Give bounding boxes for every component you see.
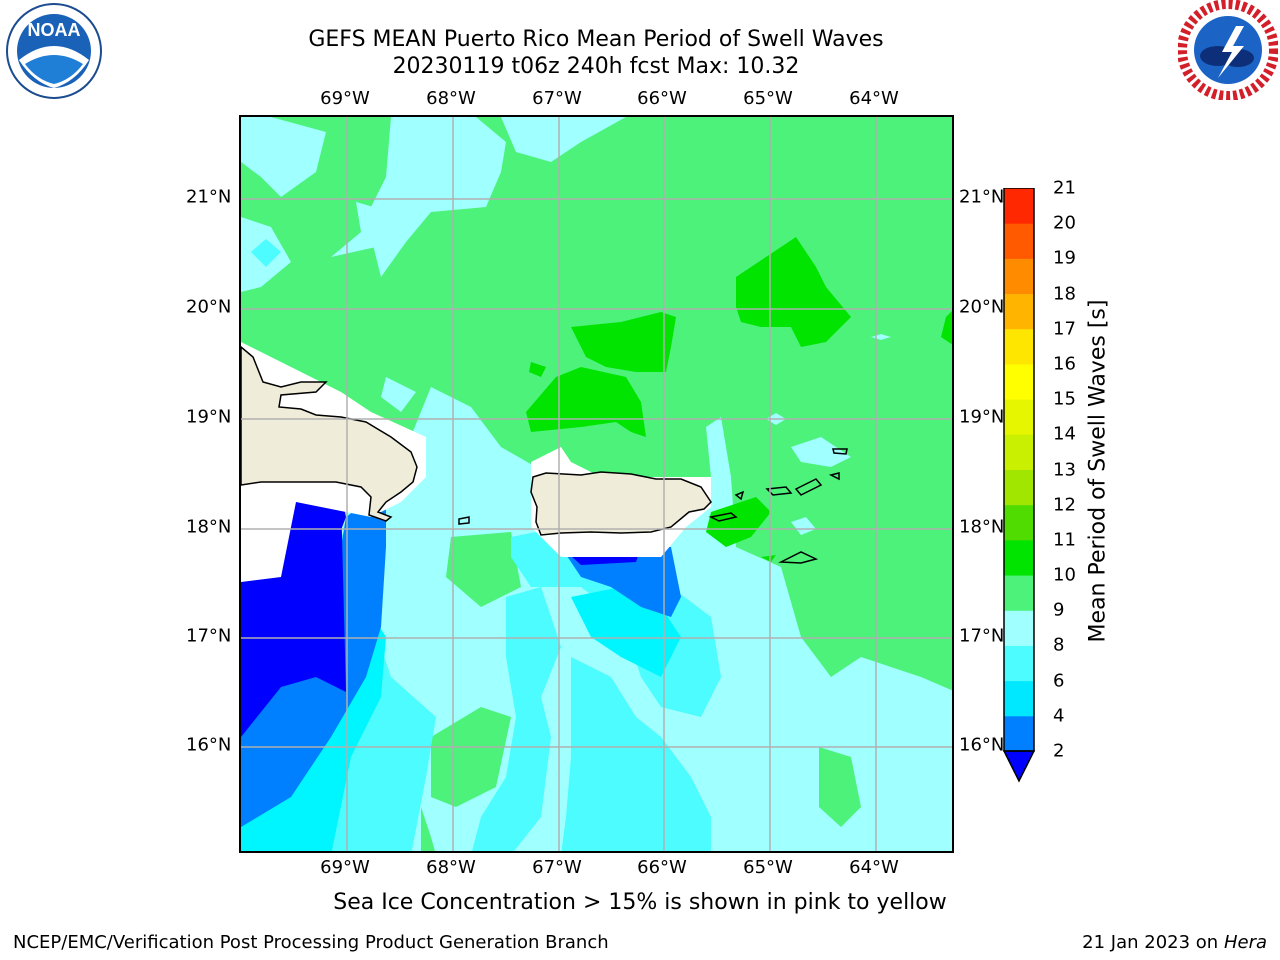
map-canvas [241, 117, 952, 851]
colorbar-tick-label: 11 [1053, 529, 1076, 551]
lat-label-right: 18°N [959, 516, 1005, 538]
colorbar-bin [1004, 434, 1034, 470]
noaa-logo-text: NOAA [28, 20, 81, 40]
colorbar-bin [1004, 293, 1034, 330]
lat-label-right: 20°N [959, 296, 1005, 318]
colorbar-tick-label: 4 [1053, 705, 1065, 727]
lat-label-right: 17°N [959, 625, 1005, 647]
colorbar-tick-label: 15 [1053, 388, 1076, 410]
colorbar-tick-label: 13 [1053, 459, 1076, 480]
footer-credit: NCEP/EMC/Verification Post Processing Pr… [13, 932, 609, 953]
colorbar-bin [1004, 469, 1034, 506]
colorbar-tick-label: 8 [1053, 634, 1065, 656]
lat-label-right: 21°N [959, 186, 1005, 208]
colorbar-tick-label: 6 [1053, 670, 1065, 692]
lon-label-bottom: 66°W [637, 857, 687, 878]
lat-label-right: 16°N [959, 734, 1005, 756]
colorbar-bin [1004, 645, 1034, 682]
lat-label-right: 19°N [959, 406, 1005, 428]
map-gridlines [241, 117, 952, 851]
colorbar-bin [1004, 680, 1034, 717]
colorbar-tick-label: 9 [1053, 599, 1065, 621]
map-title: GEFS MEAN Puerto Rico Mean Period of Swe… [308, 27, 884, 52]
colorbar-bin [1004, 539, 1034, 576]
lon-label-top: 66°W [637, 88, 687, 109]
colorbar-bin [1004, 504, 1034, 541]
noaa-logo: NOAA [5, 2, 103, 100]
footer-date-text: 21 Jan 2023 on [1082, 932, 1219, 953]
map-panel[interactable] [239, 115, 954, 853]
lat-label-left: 21°N [186, 186, 232, 208]
colorbar-tick-label: 18 [1053, 283, 1076, 305]
lon-label-top: 69°W [320, 88, 370, 109]
lon-label-bottom: 64°W [849, 857, 899, 878]
colorbar-bin [1004, 328, 1034, 365]
lat-label-left: 16°N [186, 734, 232, 756]
colorbar-under-triangle [1002, 750, 1036, 783]
colorbar-tick-label: 19 [1053, 247, 1076, 269]
lon-label-top: 67°W [532, 88, 582, 109]
colorbar-tick-label: 2 [1053, 740, 1065, 762]
colorbar-bin [1004, 399, 1034, 435]
lon-label-bottom: 65°W [743, 857, 793, 878]
lat-label-left: 18°N [186, 516, 232, 538]
colorbar-bin [1004, 363, 1034, 400]
colorbar-tick-label: 14 [1053, 423, 1076, 445]
lon-label-bottom: 67°W [532, 857, 582, 878]
colorbar-label: Mean Period of Swell Waves [s] [1085, 299, 1111, 643]
colorbar-bin [1004, 258, 1034, 295]
colorbar-tick-label: 10 [1053, 564, 1076, 586]
colorbar-tick-label: 21 [1053, 177, 1076, 199]
footer-date: 21 Jan 2023 on Hera [1082, 932, 1267, 953]
map-subtitle-run: 20230119 t06z 240h fcst Max: 10.32 [392, 54, 800, 79]
colorbar-tick-label: 20 [1053, 212, 1076, 234]
colorbar-tick-label: 16 [1053, 353, 1076, 375]
colorbar-svg [1002, 187, 1036, 783]
colorbar [1002, 187, 1036, 788]
colorbar-tick-label: 12 [1053, 494, 1076, 516]
lon-label-top: 68°W [426, 88, 476, 109]
colorbar-bin [1004, 188, 1034, 224]
lon-label-top: 65°W [743, 88, 793, 109]
sea-ice-note: Sea Ice Concentration > 15% is shown in … [333, 890, 947, 915]
colorbar-bin [1004, 575, 1034, 611]
lat-label-left: 17°N [186, 625, 232, 647]
lon-label-top: 64°W [849, 88, 899, 109]
colorbar-bin [1004, 715, 1034, 752]
lat-label-left: 20°N [186, 296, 232, 318]
lon-label-bottom: 68°W [426, 857, 476, 878]
lon-label-bottom: 69°W [320, 857, 370, 878]
lat-label-left: 19°N [186, 406, 232, 428]
footer-host: Hera [1223, 932, 1267, 953]
colorbar-outline [1003, 187, 1035, 752]
colorbar-bin [1004, 610, 1034, 646]
colorbar-tick-label: 17 [1053, 318, 1076, 340]
colorbar-bin [1004, 223, 1034, 259]
nws-logo [1177, 0, 1279, 101]
